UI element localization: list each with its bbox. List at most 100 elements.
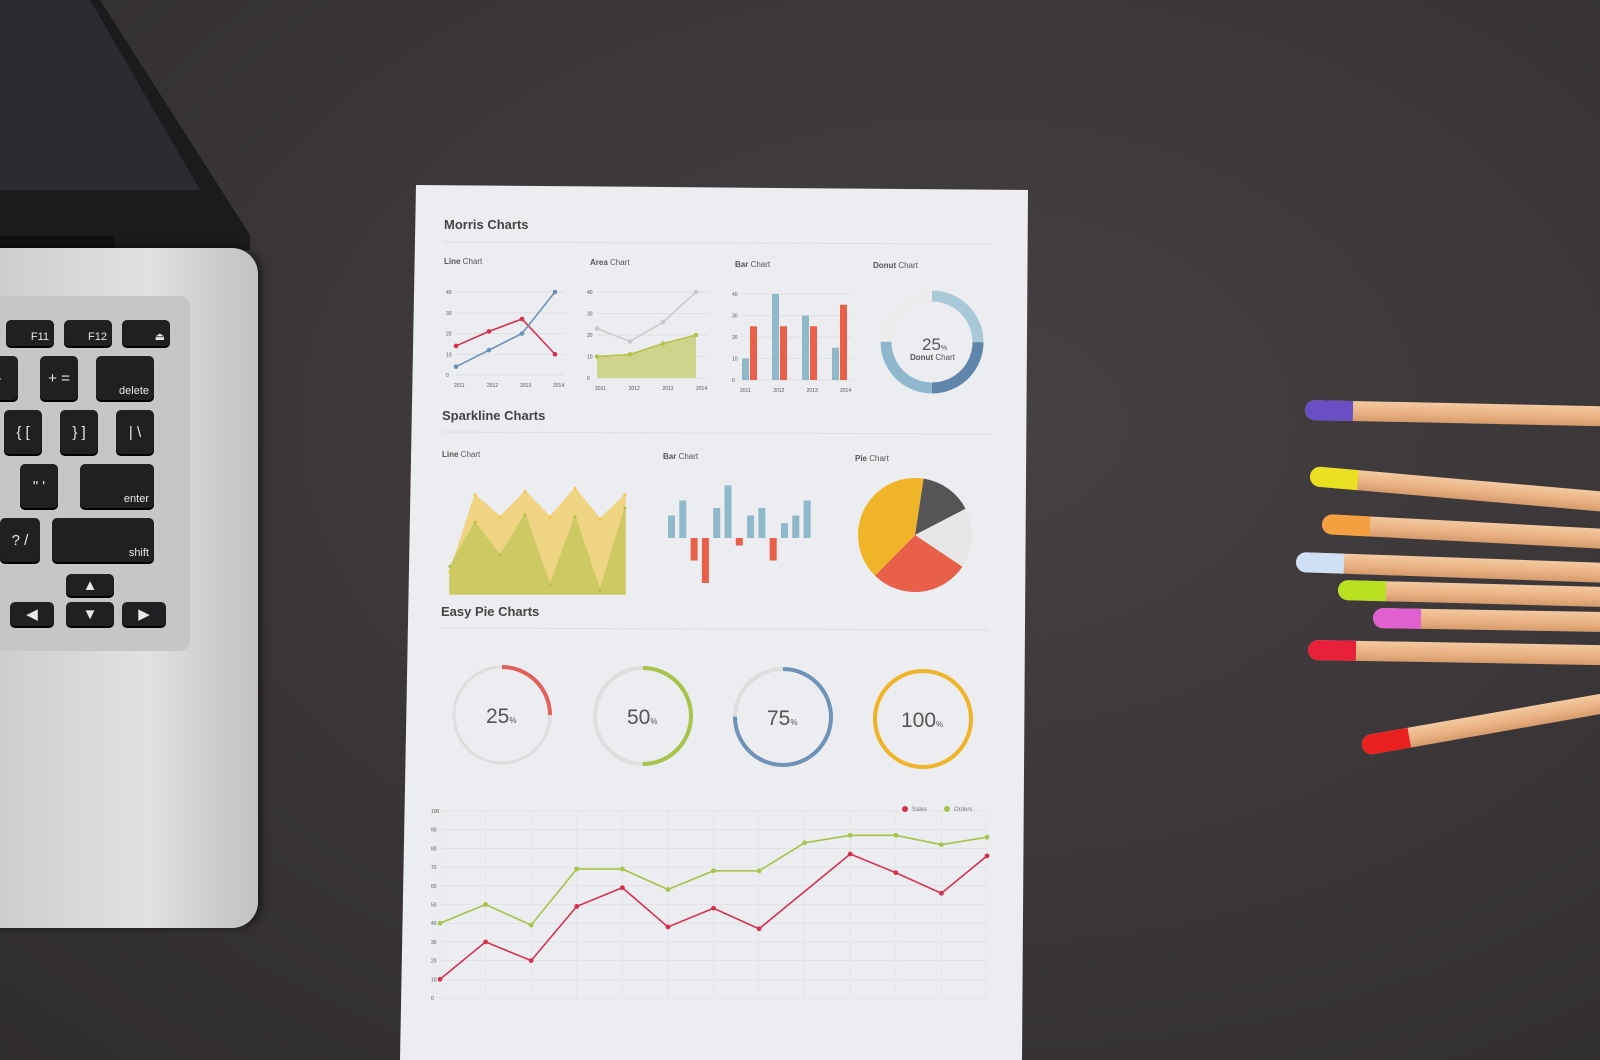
keyboard-key[interactable]: F12: [64, 320, 112, 346]
main-chart-point: [437, 920, 443, 926]
line-chart-point: [486, 329, 492, 334]
line-chart-series: [455, 318, 556, 355]
line-chart-y-tick: 10: [446, 352, 452, 358]
keyboard-key[interactable]: ▼: [66, 602, 114, 626]
main-chart-point: [893, 870, 899, 876]
line-chart-x-tick: 2011: [454, 383, 465, 389]
line-chart-point: [519, 331, 525, 336]
keyboard-key[interactable]: enter: [80, 464, 154, 508]
pencil-tip: [1372, 608, 1422, 629]
sparkline-point: [548, 515, 552, 519]
main-chart-y-tick: 70: [431, 865, 437, 871]
line-chart-point: [453, 364, 459, 370]
main-chart-y-tick: 50: [431, 903, 437, 909]
main-chart-y-tick: 10: [431, 977, 437, 983]
donut-value: 25%: [922, 335, 947, 354]
sparkline-point: [473, 493, 477, 497]
line-chart-y-tick: 0: [446, 373, 449, 379]
main-chart-y-tick: 30: [431, 940, 437, 946]
bar-chart-x-tick: 2011: [740, 388, 751, 394]
keyboard-key[interactable]: + =: [40, 356, 78, 400]
bar-chart-x-tick: 2014: [840, 388, 851, 394]
main-chart-point: [711, 868, 716, 874]
area-chart-x-tick: 2014: [696, 386, 707, 392]
line-chart-y-tick: 40: [446, 290, 452, 296]
easy-pie-arc: [452, 665, 552, 765]
keyboard-key[interactable]: -: [0, 356, 18, 400]
main-chart-y-tick: 90: [431, 828, 437, 834]
area-chart-y-tick: 10: [587, 355, 593, 361]
donut-segment: [880, 290, 984, 394]
keyboard-key[interactable]: | \: [116, 410, 154, 454]
sparkline-bar: [679, 500, 687, 538]
main-chart-point: [483, 902, 488, 907]
easy-pie-arc: [873, 669, 973, 769]
keyboard-key[interactable]: shift: [52, 518, 154, 562]
main-chart-point: [802, 840, 808, 846]
main-chart-point: [847, 851, 853, 857]
area-chart-point: [660, 319, 666, 325]
easy-pie-arc: [593, 666, 693, 766]
main-chart-point: [665, 887, 671, 892]
area-chart-y-tick: 20: [587, 333, 593, 339]
bar-chart-y-tick: 40: [732, 292, 738, 298]
keyboard-key[interactable]: ▶: [122, 602, 166, 626]
keyboard-key[interactable]: delete: [96, 356, 154, 400]
area-chart-title: Area Chart: [590, 258, 630, 267]
area-chart-y-tick: 0: [587, 376, 590, 382]
main-chart-point: [711, 905, 716, 911]
bar-chart-x-tick: 2013: [807, 388, 818, 394]
sparkline-bar: [713, 508, 721, 538]
main-chart-point: [483, 939, 488, 945]
line-chart-point: [552, 351, 558, 357]
bar-chart-bar: [742, 358, 749, 380]
main-chart-point: [528, 958, 534, 963]
main-chart-y-tick: 80: [431, 846, 437, 852]
legend-label-orders: Orders: [954, 807, 972, 813]
area-chart-y-tick: 40: [587, 290, 593, 296]
keyboard-key[interactable]: ▲: [66, 574, 114, 596]
area-chart-point: [627, 352, 633, 357]
sparkline-point: [623, 493, 627, 497]
sparkline-point: [548, 583, 552, 587]
sparkline-point: [523, 490, 527, 494]
keyboard-key[interactable]: F11: [6, 320, 54, 346]
main-chart-y-tick: 60: [431, 884, 437, 890]
bar-chart-bar: [750, 326, 757, 380]
keyboard-key[interactable]: ⏏: [122, 320, 170, 346]
keyboard-key[interactable]: } ]: [60, 410, 98, 454]
sparkline-point: [523, 513, 527, 517]
area-chart-point: [594, 326, 600, 331]
sparkline-bar: [701, 538, 709, 583]
keyboard-key[interactable]: ? /: [0, 518, 40, 562]
line-chart-point: [519, 316, 525, 322]
line-chart-y-tick: 20: [446, 332, 452, 338]
main-chart-point: [756, 868, 762, 874]
sparkline-bar: [803, 500, 811, 538]
legend-marker: [944, 806, 950, 812]
sparkline-point: [573, 515, 577, 519]
sparkline-point: [598, 517, 602, 521]
bar-chart-bar: [810, 326, 817, 380]
line-chart-y-tick: 30: [446, 311, 452, 317]
pencil-tip: [1309, 466, 1359, 491]
main-chart-point: [619, 885, 625, 891]
sparkline-point: [498, 553, 502, 558]
area-chart-point: [627, 339, 633, 344]
keyboard: F11 F12 ⏏ + = delete { [ } ] | \ enter " ' ? / shif…: [0, 296, 190, 651]
bar-chart-title: Bar Chart: [735, 260, 771, 269]
area-chart-series: [596, 334, 697, 358]
line-chart-x-tick: 2014: [553, 383, 564, 389]
main-chart-point: [893, 832, 899, 838]
legend-label-sales: Sales: [912, 807, 927, 813]
pie-slice: [915, 478, 966, 535]
sparkline-bar: [735, 538, 743, 546]
keyboard-key[interactable]: ◀: [10, 602, 54, 626]
pencil-tip: [1307, 640, 1357, 661]
keyboard-key[interactable]: " ': [20, 464, 58, 508]
area-chart-series: [596, 291, 697, 343]
easy-pie-value: 50%: [627, 706, 657, 729]
bar-chart-y-tick: 20: [732, 335, 738, 341]
keyboard-key[interactable]: { [: [4, 410, 42, 454]
sparkline-bar: [747, 515, 755, 538]
